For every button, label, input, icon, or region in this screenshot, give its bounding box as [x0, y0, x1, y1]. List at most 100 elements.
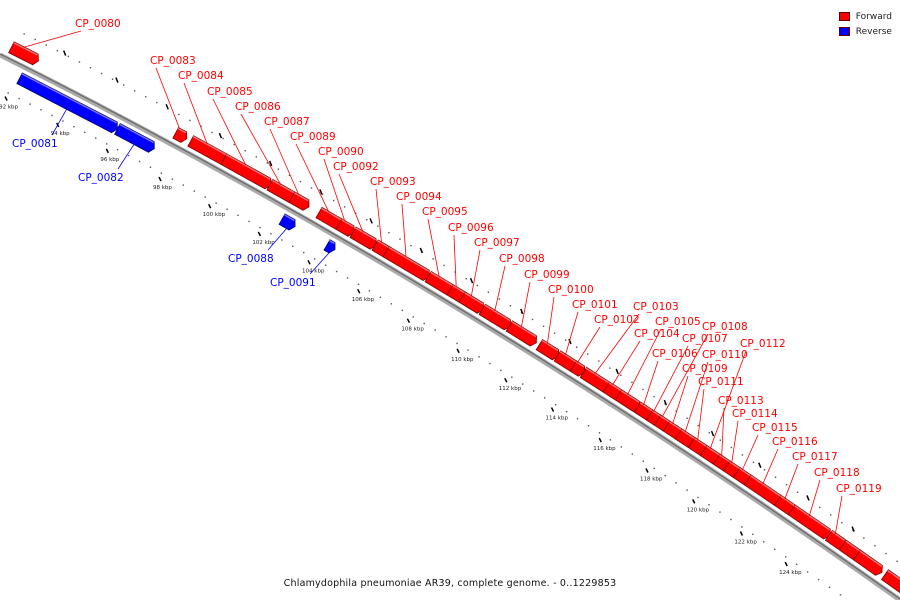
gene-cp-0100-body — [535, 339, 559, 361]
gene-cp-0102-body — [569, 360, 586, 377]
gene-cp-0114-shine — [729, 461, 740, 470]
scale-dot — [587, 353, 589, 355]
tick-label: 118 kbp — [640, 476, 663, 482]
scale-dot — [204, 196, 206, 198]
scale-dot — [182, 184, 185, 186]
gene-unlabeled — [852, 549, 883, 576]
scale-dot — [587, 425, 590, 427]
gene-label: CP_0103 — [633, 301, 679, 313]
gene-label: CP_0108 — [702, 321, 748, 333]
kbp-ticks: 92 kbp 94 kbp 96 kbp 98 kbp 100 kbp 102 kbp 10… — [0, 50, 855, 576]
scale-dot — [84, 131, 86, 134]
gene-cp-0091-body — [323, 239, 336, 254]
tick-label: 114 kbp — [546, 416, 569, 422]
gene-cp-0080 — [8, 41, 39, 66]
gene-cp-0100 — [535, 339, 559, 361]
scale-dot — [237, 214, 239, 217]
tick-mark — [469, 277, 474, 284]
gene-label: CP_0104 — [634, 328, 680, 340]
scale-dot — [23, 33, 25, 35]
tick-mark — [598, 437, 602, 443]
leader-line — [709, 350, 747, 449]
scale-dot — [795, 563, 798, 566]
leader-line — [731, 420, 739, 464]
leader-line — [661, 333, 709, 418]
tick-mark — [105, 148, 110, 154]
scale-dot — [7, 92, 9, 94]
gene-cp-0117-shine — [780, 495, 796, 507]
gene-label: CP_0082 — [78, 172, 124, 184]
gene-cp-0087-shine — [294, 192, 309, 202]
scale-dot — [500, 369, 502, 372]
scale-dot — [178, 113, 180, 116]
map-caption: Chlamydophila pneumoniae AR39, complete … — [283, 578, 617, 589]
gene-cp-0085 — [220, 153, 272, 190]
leader-line — [494, 265, 506, 312]
gene-cp-0099-body — [505, 320, 537, 347]
gene-cp-0082-body — [114, 123, 155, 153]
scale-dot — [410, 244, 412, 247]
tick-mark — [568, 338, 572, 345]
gene-cp-0081-body — [16, 72, 118, 134]
scale-dot — [379, 296, 382, 299]
gene-unlabeled-shine — [887, 569, 900, 581]
leader-line — [295, 143, 330, 213]
gene-label: CP_0112 — [740, 338, 786, 350]
gene-label: CP_0083 — [150, 55, 196, 67]
leader-line — [453, 234, 457, 288]
scale-dot — [149, 166, 152, 168]
scale-dot — [686, 417, 688, 419]
strand-legend: Forward Reverse — [838, 9, 892, 39]
gene-cp-0084 — [187, 135, 228, 165]
tick-mark — [645, 468, 649, 473]
gene-cp-0086-shine — [271, 179, 295, 194]
gene-cp-0085-shine — [225, 154, 271, 180]
gene-label: CP_0094 — [396, 191, 442, 203]
scale-dot — [784, 556, 787, 558]
scale-dot — [89, 67, 92, 69]
gene-cp-0104-shine — [608, 382, 622, 392]
leader-line — [23, 30, 82, 48]
leader-line — [721, 407, 725, 457]
tick-label: 94 kbp — [51, 131, 70, 137]
scale-dot — [675, 410, 677, 412]
scale-dot — [281, 239, 283, 241]
scale-dot — [620, 446, 623, 448]
gene-cp-0116 — [743, 474, 782, 506]
tick-mark — [692, 499, 696, 504]
gene-label: CP_0086 — [235, 101, 281, 113]
tick-mark — [550, 407, 555, 412]
scale-dot — [841, 521, 843, 524]
scale-dot — [609, 367, 611, 369]
scale-dot — [324, 264, 327, 266]
gene-cp-0080-shine — [13, 42, 39, 56]
tick-label: 98 kbp — [153, 185, 172, 191]
scale-dot — [522, 383, 524, 385]
tick-label: 110 kbp — [451, 357, 474, 363]
leader-line — [684, 361, 709, 433]
gene-label: CP_0109 — [682, 363, 728, 375]
leader-line — [834, 495, 843, 534]
scale-dot — [377, 225, 379, 227]
leader-line — [612, 340, 641, 386]
gene-cp-0094 — [382, 245, 430, 282]
scale-dot — [193, 190, 195, 192]
leader-line — [520, 281, 531, 328]
scale-dot — [675, 482, 677, 484]
gene-cp-0118-body — [787, 504, 831, 540]
scale-dot — [335, 270, 338, 273]
tick-mark — [257, 231, 262, 237]
gene-label: CP_0091 — [270, 277, 316, 289]
scale-dot — [819, 506, 821, 509]
leader-line — [240, 113, 282, 186]
leader-line — [672, 375, 689, 425]
gene-features — [8, 41, 900, 594]
scale-dot — [467, 349, 469, 351]
scale-dot — [310, 187, 313, 189]
scale-dot — [215, 202, 217, 204]
scale-dot — [423, 322, 425, 325]
gene-cp-0091 — [323, 239, 336, 254]
scale-dot — [45, 44, 47, 46]
scale-dot — [653, 467, 655, 470]
gene-cp-0116-shine — [750, 475, 781, 497]
